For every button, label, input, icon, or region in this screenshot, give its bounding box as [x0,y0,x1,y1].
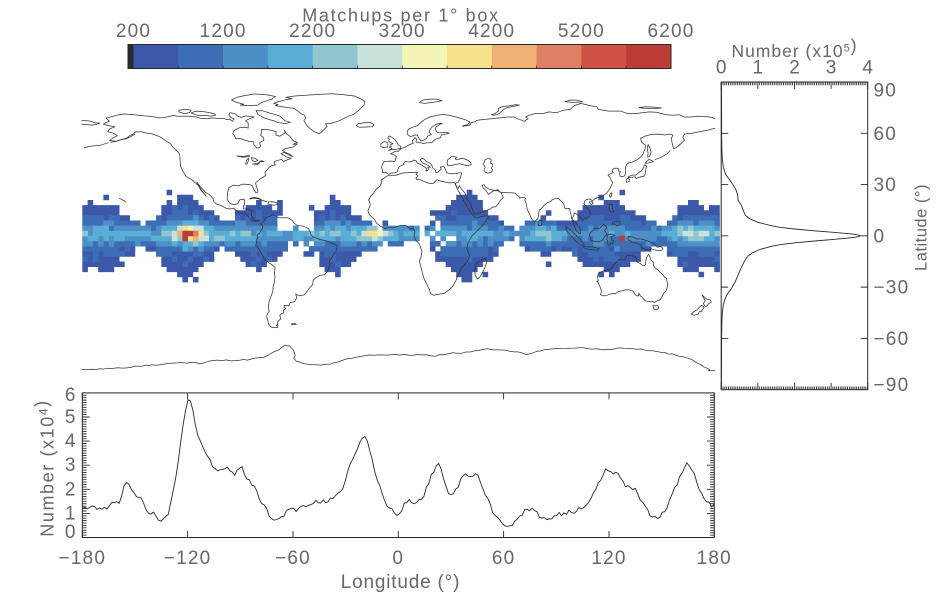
svg-text:5200: 5200 [558,21,605,42]
svg-text:4200: 4200 [468,21,515,42]
svg-text:1200: 1200 [200,21,247,42]
svg-text:0: 0 [392,548,404,569]
svg-text:−60: −60 [874,329,910,350]
svg-text:Longitude (°): Longitude (°) [341,572,460,593]
svg-text:3: 3 [65,455,76,476]
svg-text:3200: 3200 [379,21,426,42]
svg-text:60: 60 [492,548,516,569]
svg-text:200: 200 [116,21,151,42]
svg-text:6200: 6200 [647,21,694,42]
svg-text:−180: −180 [58,548,106,569]
svg-text:6: 6 [65,385,76,406]
svg-text:−120: −120 [164,548,212,569]
svg-text:4: 4 [65,431,76,452]
svg-text:2200: 2200 [289,21,336,42]
svg-text:2: 2 [65,479,76,500]
svg-text:0: 0 [874,226,886,247]
svg-text:3: 3 [826,58,837,79]
svg-text:−30: −30 [874,278,910,299]
svg-text:1: 1 [753,58,764,79]
svg-text:60: 60 [874,124,898,145]
svg-text:1: 1 [65,503,76,524]
svg-text:0: 0 [65,522,76,543]
svg-text:−90: −90 [874,375,910,396]
svg-text:4: 4 [862,58,873,79]
svg-text:30: 30 [874,175,898,196]
svg-text:180: 180 [697,548,732,569]
svg-text:5: 5 [65,407,76,428]
svg-text:−60: −60 [275,548,311,569]
svg-text:0: 0 [716,58,727,79]
svg-text:Matchups per 1° box: Matchups per 1° box [302,6,500,26]
svg-text:120: 120 [591,548,626,569]
svg-text:2: 2 [789,58,800,79]
svg-text:Latitude (°): Latitude (°) [913,184,931,271]
svg-text:90: 90 [874,81,898,102]
